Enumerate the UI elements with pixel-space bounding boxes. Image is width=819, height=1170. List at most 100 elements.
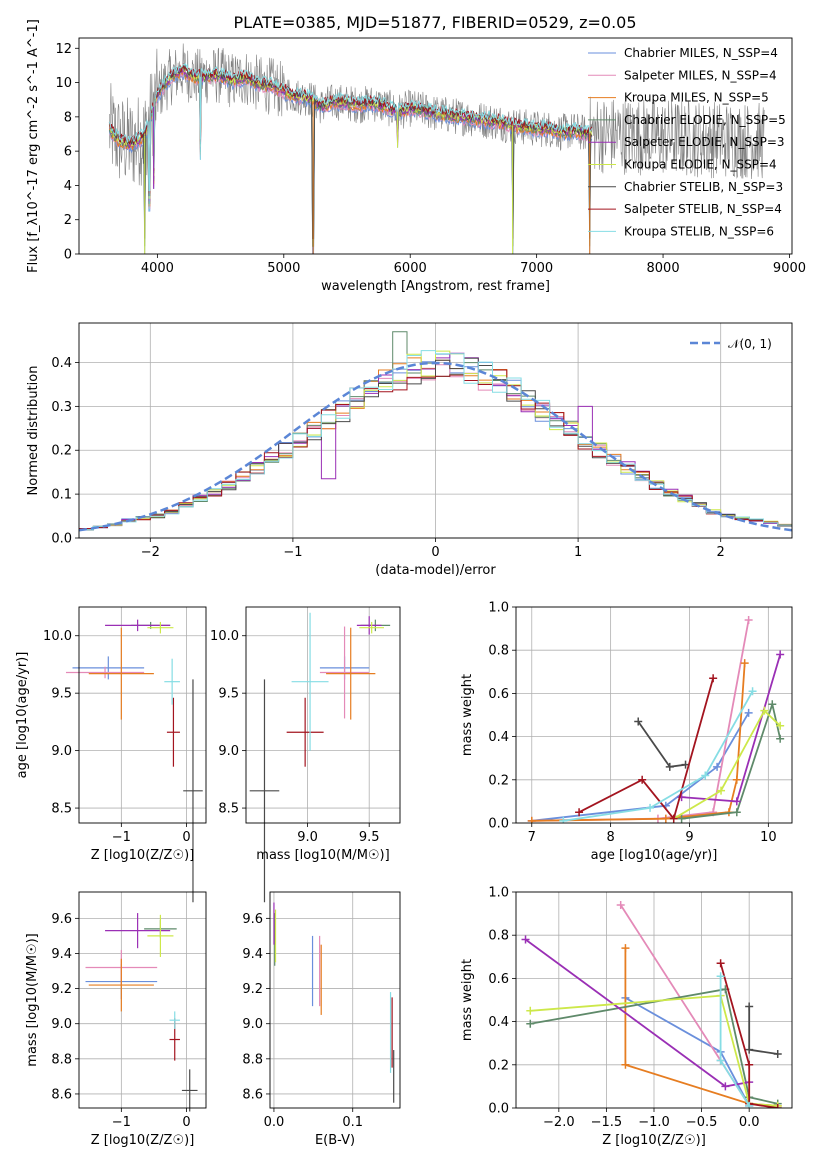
y-tick-label: 9.6: [51, 912, 72, 927]
y-tick-label: 0.8: [488, 644, 509, 659]
y-tick-label: 0.0: [488, 817, 509, 832]
x-tick-label: −2.0: [543, 1115, 575, 1130]
x-tick-label: −1: [112, 830, 131, 845]
data-marker: [526, 1006, 535, 1015]
data-marker: [559, 816, 568, 823]
errorbar-point-yellow: [359, 621, 384, 634]
legend-entry-normal: 𝒩(0, 1): [728, 337, 772, 351]
x-tick-label: −0.5: [686, 1115, 718, 1130]
age-vs-z-ylabel: age [log10(age/yr)]: [15, 652, 30, 779]
plot-frame: [78, 37, 793, 255]
x-tick-label: 0: [182, 830, 190, 845]
y-tick-label: 8.8: [242, 1052, 263, 1067]
y-tick-label: 10.0: [43, 629, 72, 644]
spectrum-legend: Chabrier MILES, N_SSP=4 Salpeter MILES, N…: [588, 46, 786, 238]
mass-vs-z-xlabel: Z [log10(Z/Z☉)]: [91, 1133, 195, 1148]
mass-vs-z-points: [85, 913, 198, 1112]
x-tick-label: 4000: [141, 261, 174, 276]
y-tick-label: 0.8: [488, 929, 509, 944]
model-spectrum-cyan: [108, 62, 593, 192]
spectrum-ylabel: Flux [f_λ10^-17 erg cm^-2 s^-1 A^-1]: [26, 19, 41, 273]
data-marker: [776, 650, 785, 659]
errorbar-point-cyan: [164, 658, 180, 705]
model-spectrum-orange: [108, 68, 593, 207]
spectrum-axes: 4000 5000 6000 7000 8000 9000 0 2 4 6 8 10 12: [55, 42, 806, 276]
x-tick-label: 9.0: [297, 830, 318, 845]
data-marker: [713, 762, 722, 771]
data-marker: [717, 786, 726, 795]
y-tick-label: 9.6: [242, 912, 263, 927]
data-marker: [701, 771, 710, 780]
y-tick-label: 10: [55, 76, 72, 91]
y-tick-label: 0.2: [488, 1058, 509, 1073]
y-tick-label: 0: [64, 248, 72, 263]
series-red: [716, 959, 782, 1108]
data-marker: [575, 808, 584, 817]
x-tick-label: 2: [717, 545, 725, 560]
data-marker: [709, 674, 718, 683]
x-tick-label: 0.0: [264, 1115, 285, 1130]
series-line: [531, 712, 750, 822]
data-marker: [745, 1002, 754, 1011]
data-marker: [745, 1101, 754, 1108]
errorbar-point-orange: [88, 627, 154, 720]
errorbar-point-black: [181, 1069, 198, 1112]
errorbar-point-pink: [319, 626, 370, 719]
data-marker: [621, 1060, 630, 1069]
data-marker: [776, 734, 785, 743]
y-tick-label: 8.5: [218, 802, 239, 817]
legend-entry: Salpeter ELODIE, N_SSP=3: [624, 135, 785, 149]
data-marker: [716, 972, 725, 981]
series-cyan: [716, 972, 754, 1108]
age-vs-mass-axes: 9.0 9.5 8.5 9.0 9.5 10.0: [210, 607, 400, 845]
errorbar-point-purple: [356, 616, 382, 635]
massweight-vs-z-xlabel: Z [log10(Z/Z☉)]: [602, 1133, 706, 1148]
data-marker: [745, 1045, 754, 1054]
x-tick-label: 6000: [394, 261, 427, 276]
plot-frame: [515, 606, 793, 824]
massweight-vs-z-ylabel: mass weight: [460, 959, 475, 1041]
y-tick-label: 8: [64, 110, 72, 125]
data-marker: [716, 1056, 725, 1065]
histogram-red: [79, 369, 792, 538]
y-tick-label: 0.2: [488, 773, 509, 788]
data-marker: [716, 959, 725, 968]
y-tick-label: 0.1: [51, 488, 72, 503]
data-marker: [634, 717, 643, 726]
legend-entry: Kroupa ELODIE, N_SSP=4: [624, 158, 777, 172]
y-tick-label: 0.4: [51, 356, 72, 371]
histogram-cyan: [79, 350, 792, 538]
residuals-ylabel: Normed distribution: [26, 366, 41, 496]
series-red: [575, 674, 718, 823]
errorbar-point-purple: [105, 619, 171, 632]
plot-frame: [78, 891, 207, 1109]
series-line: [563, 690, 754, 822]
y-tick-label: 9.0: [242, 1017, 263, 1032]
y-tick-label: 0.6: [488, 687, 509, 702]
errorbar-point-orange: [88, 958, 154, 1012]
data-marker: [740, 659, 749, 668]
errorbar-point-cyan: [291, 612, 329, 751]
x-tick-label: −2: [141, 545, 160, 560]
data-marker: [744, 615, 753, 624]
series-line: [719, 963, 778, 1108]
residuals-xlabel: (data-model)/error: [375, 563, 496, 578]
errorbar-point-yellow: [147, 621, 174, 634]
massweight-vs-age-ylabel: mass weight: [460, 674, 475, 756]
errorbar-point-red: [286, 697, 324, 767]
data-marker: [527, 816, 536, 823]
legend-entry: Chabrier MILES, N_SSP=4: [624, 46, 778, 60]
y-tick-label: 0.6: [488, 972, 509, 987]
model-spectrum-purple: [109, 67, 593, 202]
data-marker: [621, 944, 630, 953]
legend-entry: Chabrier STELIB, N_SSP=3: [624, 180, 783, 194]
data-marker: [732, 797, 741, 806]
y-tick-label: 9.5: [51, 687, 72, 702]
age-vs-mass-xlabel: mass [log10(M/M☉)]: [256, 848, 389, 863]
data-marker: [745, 1060, 754, 1069]
x-tick-label: 7000: [520, 261, 553, 276]
y-tick-label: 2: [64, 213, 72, 228]
data-marker: [744, 708, 753, 717]
data-marker: [616, 900, 625, 909]
